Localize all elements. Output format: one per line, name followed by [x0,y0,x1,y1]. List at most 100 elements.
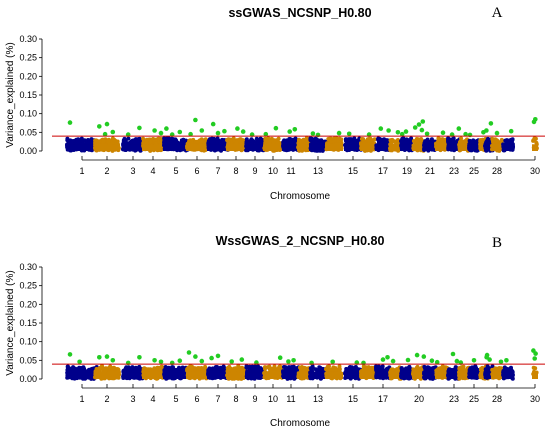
significant-snp-point [419,127,425,133]
x-tick-label: 2 [104,166,109,176]
significant-snp-point [292,127,298,132]
x-tick-label: 28 [492,166,502,176]
x-tick-label: 19 [402,166,412,176]
snp-point [71,139,76,143]
significant-snp-point [403,129,409,134]
snp-point [144,137,149,142]
significant-snp-point [533,117,538,122]
y-tick-label: 0.25 [19,53,37,63]
snp-point [376,136,381,141]
snp-point [278,364,283,369]
snp-density-band [502,144,514,151]
snp-density-band [491,144,503,151]
significant-snp-point [488,121,494,126]
significant-snp-point [152,128,157,133]
significant-snp-point [346,131,352,137]
significant-snp-point [395,130,401,135]
snp-point [339,137,344,142]
snp-point [137,136,142,141]
snp-point [141,136,146,141]
snp-point [411,139,416,143]
snp-density-band [207,144,229,151]
y-tick-label: 0.15 [19,318,37,328]
significant-snp-point [67,120,73,125]
snp-point [236,368,241,373]
snp-density-band [309,144,327,151]
snp-point [210,139,214,144]
significant-snp-point [412,125,418,130]
snp-point [101,139,106,144]
snp-point [166,136,171,141]
y-tick-label: 0.30 [19,34,37,44]
snp-point [198,139,203,144]
snp-density-band [122,372,144,379]
snp-point [463,140,468,145]
significant-snp-point [240,129,246,134]
snp-point [126,136,131,141]
snp-point [436,139,441,144]
snp-point [250,138,254,143]
snp-point [133,367,138,372]
x-tick-label: 4 [150,166,155,176]
snp-point [254,368,259,373]
significant-snp-point [104,121,110,127]
snp-density-band [122,144,144,151]
y-tick-label: 0.10 [19,109,37,119]
snp-point [133,137,138,142]
snp-point [112,138,117,143]
snp-point [253,364,258,369]
snp-density-band [142,372,164,379]
snp-point [301,138,306,143]
snp-point [254,136,259,141]
snp-point [84,141,89,145]
snp-point [228,137,233,142]
snp-point [459,140,464,145]
snp-point [291,139,296,144]
snp-density-band [468,144,480,151]
snp-point [259,138,264,143]
y-axis: 0.000.050.100.150.200.250.30 [19,34,43,156]
snp-density-band [325,144,343,151]
y-tick-label: 0.05 [19,127,37,137]
significant-snp-point [310,131,316,136]
snp-density-band [94,144,120,151]
snp-point [93,138,98,143]
x-tick-label: 1 [79,166,84,176]
x-tick-label: 21 [425,166,435,176]
significant-snp-point [424,131,430,137]
snp-density-band [532,144,538,151]
y-tick-label: 0.15 [19,90,37,100]
y-axis-title: Variance_explained (%) [5,270,16,375]
significant-snp-point [210,121,216,127]
snp-density-band [263,144,283,151]
significant-snp-point [97,124,102,129]
significant-snp-point [222,128,227,134]
scatter-points [65,363,539,381]
y-tick-label: 0.25 [19,281,37,291]
significant-snp-point [420,119,426,124]
y-axis: 0.000.050.100.150.200.250.30 [19,262,43,384]
snp-density-band [186,372,208,379]
snp-point [227,364,232,369]
significant-snp-point [137,125,142,131]
snp-point [162,140,167,145]
snp-point [82,366,87,371]
x-tick-label: 3 [130,166,135,176]
x-tick-label: 8 [233,166,238,176]
snp-point [113,366,117,371]
snp-density-band [163,144,189,151]
snp-point [492,138,497,143]
x-tick-label: 23 [449,166,459,176]
snp-point [129,367,134,372]
snp-point [234,140,239,145]
y-tick-label: 0.00 [19,374,37,384]
snp-density-band [245,144,265,151]
significant-snp-point [336,130,342,136]
snp-point [449,137,454,142]
panel-a: ssGWAS_NCSNP_H0.80 A Variance_explained … [5,5,545,202]
y-axis-title: Variance_explained (%) [5,42,16,147]
significant-snp-point [273,125,279,131]
y-tick-label: 0.30 [19,262,37,272]
snp-point [531,138,536,143]
